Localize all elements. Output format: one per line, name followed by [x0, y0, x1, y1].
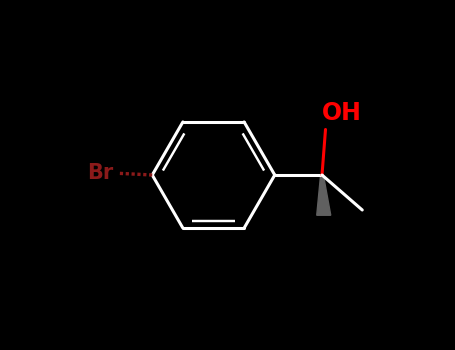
Polygon shape [317, 175, 331, 215]
Text: Br: Br [87, 163, 113, 183]
Text: OH: OH [322, 101, 362, 125]
